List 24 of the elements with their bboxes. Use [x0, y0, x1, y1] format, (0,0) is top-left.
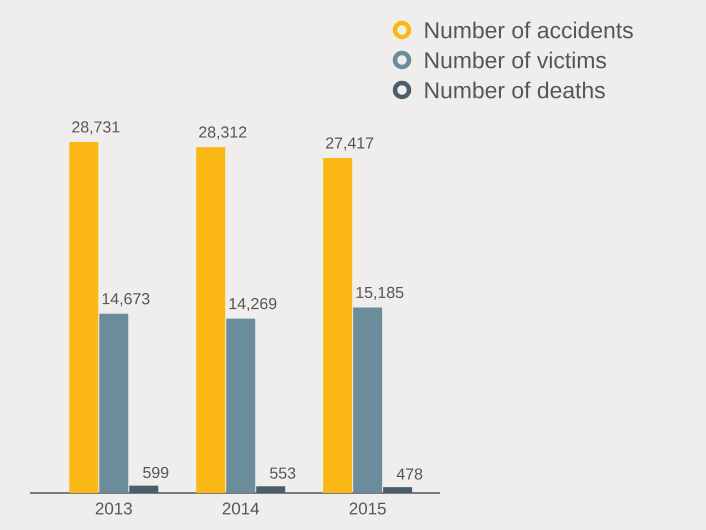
legend-label: Number of victims [425, 52, 606, 68]
bar [129, 486, 158, 493]
bar [353, 307, 382, 493]
bar [256, 486, 286, 493]
x-tick-label: 2015 [350, 502, 386, 515]
legend-label: Number of deaths [425, 82, 605, 98]
legend-label: Number of accidents [425, 22, 633, 38]
data-label: 27,417 [326, 137, 374, 151]
data-label: 14,269 [230, 298, 276, 312]
data-label: 15,185 [356, 286, 404, 300]
data-label: 14,673 [102, 293, 150, 306]
bar [226, 318, 256, 493]
bar [99, 314, 128, 493]
data-label: 478 [396, 468, 422, 480]
bar [323, 158, 352, 493]
bar [383, 487, 412, 493]
data-label: 28,731 [72, 121, 120, 134]
data-label: 599 [143, 466, 168, 478]
bar [196, 147, 226, 493]
data-label: 28,312 [199, 126, 246, 140]
data-label: 553 [270, 467, 296, 479]
x-tick-label: 2014 [222, 502, 260, 515]
x-tick-label: 2013 [96, 502, 132, 515]
bar [69, 142, 98, 493]
